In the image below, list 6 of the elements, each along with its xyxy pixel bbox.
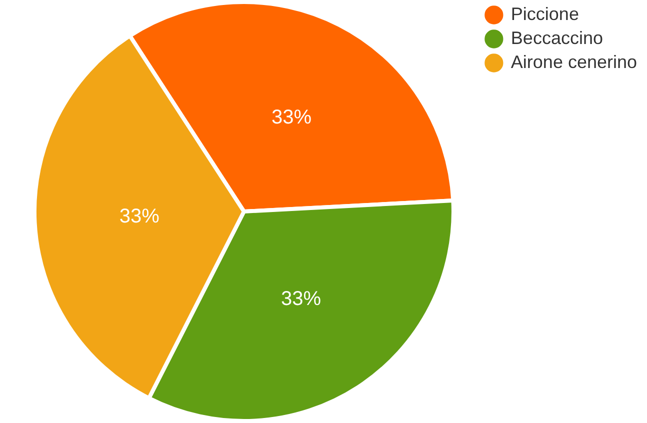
data-label: 33% [271, 106, 312, 129]
legend-label: Airone cenerino [510, 52, 638, 72]
data-label: 33% [119, 206, 160, 228]
legend-label: Piccione [510, 4, 579, 24]
data-label: 33% [281, 288, 322, 310]
legend-label: Beccaccino [510, 28, 603, 48]
